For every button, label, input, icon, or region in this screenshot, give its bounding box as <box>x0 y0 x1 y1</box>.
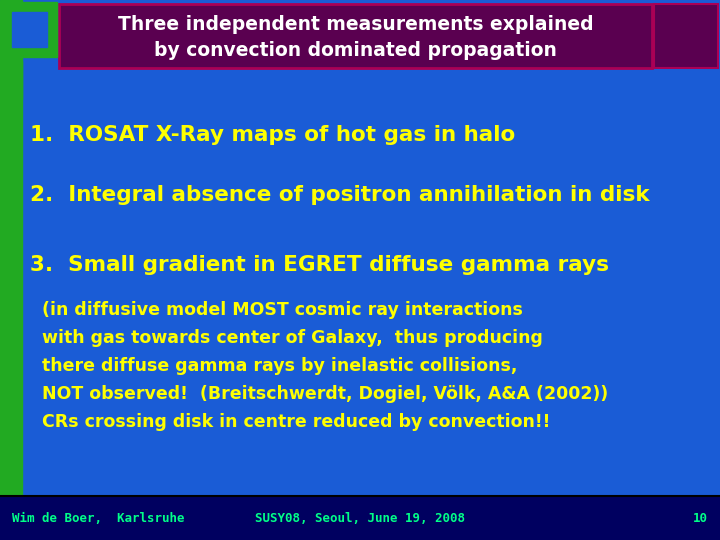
Text: by convection dominated propagation: by convection dominated propagation <box>154 40 557 59</box>
Text: 1.  ROSAT X-Ray maps of hot gas in halo: 1. ROSAT X-Ray maps of hot gas in halo <box>30 125 516 145</box>
Text: CRs crossing disk in centre reduced by convection!!: CRs crossing disk in centre reduced by c… <box>42 413 550 431</box>
Bar <box>0 0 22 496</box>
Text: 3.  Small gradient in EGRET diffuse gamma rays: 3. Small gradient in EGRET diffuse gamma… <box>30 255 609 275</box>
Bar <box>2 2 57 57</box>
Text: Three independent measurements explained: Three independent measurements explained <box>117 15 593 34</box>
Text: SUSY08, Seoul, June 19, 2008: SUSY08, Seoul, June 19, 2008 <box>255 511 465 524</box>
Text: 10: 10 <box>693 511 708 524</box>
Text: NOT observed!  (Breitschwerdt, Dogiel, Völk, A&A (2002)): NOT observed! (Breitschwerdt, Dogiel, Vö… <box>42 385 608 403</box>
Text: Wim de Boer,  Karlsruhe: Wim de Boer, Karlsruhe <box>12 511 184 524</box>
Bar <box>12 12 47 47</box>
Text: with gas towards center of Galaxy,  thus producing: with gas towards center of Galaxy, thus … <box>42 329 543 347</box>
Text: (in diffusive model MOST cosmic ray interactions: (in diffusive model MOST cosmic ray inte… <box>42 301 523 319</box>
Bar <box>2 61 22 99</box>
Bar <box>654 4 718 68</box>
Bar <box>59 4 652 68</box>
Bar <box>0 496 720 540</box>
Text: there diffuse gamma rays by inelastic collisions,: there diffuse gamma rays by inelastic co… <box>42 357 518 375</box>
Text: 2.  Integral absence of positron annihilation in disk: 2. Integral absence of positron annihila… <box>30 185 649 205</box>
